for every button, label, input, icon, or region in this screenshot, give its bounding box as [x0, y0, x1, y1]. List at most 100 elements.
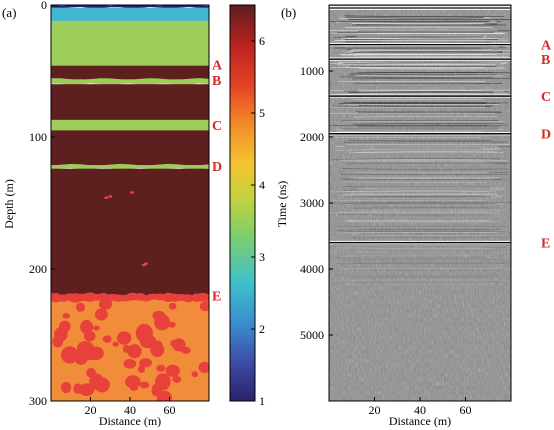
radargram-event: [358, 105, 494, 107]
model-inclusion: [137, 365, 145, 374]
model-inclusion: [168, 321, 176, 328]
model-layer: [51, 119, 209, 131]
model-inclusion: [62, 313, 70, 319]
model-reflector-label: A: [212, 58, 223, 73]
radargram-event: [351, 203, 485, 205]
radargram-event: [336, 194, 507, 196]
model-inclusion: [98, 298, 113, 310]
radargram-event: [350, 263, 496, 265]
radargram-reflector-labels: AB C D E: [541, 39, 552, 252]
radargram-event: [358, 68, 507, 70]
radargram-event: [356, 151, 498, 153]
radargram-event: [350, 234, 487, 236]
radargram-event: [342, 63, 507, 65]
model-layer: [51, 7, 209, 22]
model-inclusion: [108, 195, 113, 198]
radargram-event: [330, 66, 505, 69]
model-inclusion: [54, 327, 68, 342]
model-inclusion: [151, 386, 163, 397]
radargram-event: [329, 250, 510, 252]
model-inclusion: [123, 359, 137, 369]
radargram-event: [337, 128, 504, 131]
radargram-event: [351, 251, 511, 253]
radargram-event: [337, 93, 507, 95]
model-inclusion: [94, 377, 110, 393]
model-inclusion: [61, 381, 72, 394]
radargram-event: [336, 263, 495, 266]
model-inclusion: [141, 263, 146, 267]
model-inclusion: [182, 294, 195, 303]
radargram-event: [331, 158, 500, 160]
radargram-event: [350, 176, 499, 179]
model-layer: [51, 168, 209, 296]
radargram-event: [358, 147, 483, 150]
model-inclusion: [199, 301, 209, 312]
radargram-event: [344, 15, 504, 17]
model-inclusion: [76, 302, 85, 312]
model-y-tick-label: 300: [29, 394, 47, 408]
model-reflector-label: C: [212, 119, 222, 134]
radargram-event: [334, 195, 492, 198]
radargram-event: [329, 161, 486, 164]
model-inclusion: [125, 375, 141, 389]
model-inclusion: [117, 331, 132, 345]
model-axes: 0 100 200 300 20 40 60: [29, 0, 176, 417]
radargram-event: [353, 115, 498, 118]
model-inclusion: [94, 308, 108, 321]
radargram-x-axis-title: Distance (m): [389, 414, 451, 428]
radargram-event: [357, 111, 503, 114]
model-x-tick-label: 20: [85, 403, 97, 417]
radargram-y-axis-title: Time (ns): [275, 181, 289, 228]
model-inclusion: [80, 319, 94, 335]
radargram-event: [350, 246, 507, 249]
model-x-tick-label: 40: [124, 403, 136, 417]
radargram-event: [348, 220, 491, 222]
panel-a-label: (a): [2, 5, 16, 20]
radargram-event: [357, 187, 506, 189]
radargram-event: [347, 279, 509, 282]
radargram-event: [354, 75, 503, 77]
radargram-x-tick-label: 20: [369, 403, 381, 417]
model-layer: [51, 84, 209, 121]
radargram-event: [353, 207, 492, 209]
model-inclusion: [154, 314, 171, 331]
radargram-event: [330, 20, 490, 23]
radargram-event: [330, 190, 489, 193]
radargram-event: [351, 277, 495, 279]
radargram-event: [334, 36, 483, 38]
radargram-event: [349, 151, 504, 154]
radargram-event: [345, 16, 484, 19]
model-inclusion: [139, 334, 157, 349]
model-layer: [51, 65, 209, 80]
radargram-y-tick-label: 2000: [300, 130, 324, 144]
model-inclusion: [139, 381, 150, 389]
model-y-tick-label: 0: [41, 0, 47, 12]
model-reflector-labels: AB C D E: [212, 58, 223, 304]
colorbar-tick-label: 1: [259, 394, 265, 408]
radargram-event: [339, 196, 503, 198]
radargram-event: [329, 124, 508, 126]
model-inclusion: [83, 330, 96, 342]
model-inclusion: [61, 346, 79, 364]
radargram-event: [352, 123, 506, 125]
radargram-event: [347, 171, 490, 174]
model-inclusion: [112, 341, 119, 347]
radargram-event: [342, 221, 495, 223]
model-inclusion: [104, 196, 109, 200]
model-layer: [51, 78, 209, 85]
radargram-event: [331, 267, 503, 270]
radargram-event: [342, 62, 501, 64]
radargram-event: [337, 214, 490, 216]
radargram-event: [353, 281, 499, 283]
radargram-event: [332, 105, 491, 108]
model-y-axis-title: Depth (m): [2, 179, 16, 229]
radargram-noise: [329, 5, 511, 401]
radargram-reflector-label: D: [541, 128, 551, 143]
radargram-event: [357, 72, 494, 74]
colorbar-tick-label: 6: [259, 34, 265, 48]
model-inclusion: [172, 375, 182, 383]
panel-b-label: (b): [281, 5, 296, 20]
radargram-y-tick-label: 4000: [300, 262, 324, 276]
radargram-event: [340, 258, 504, 261]
